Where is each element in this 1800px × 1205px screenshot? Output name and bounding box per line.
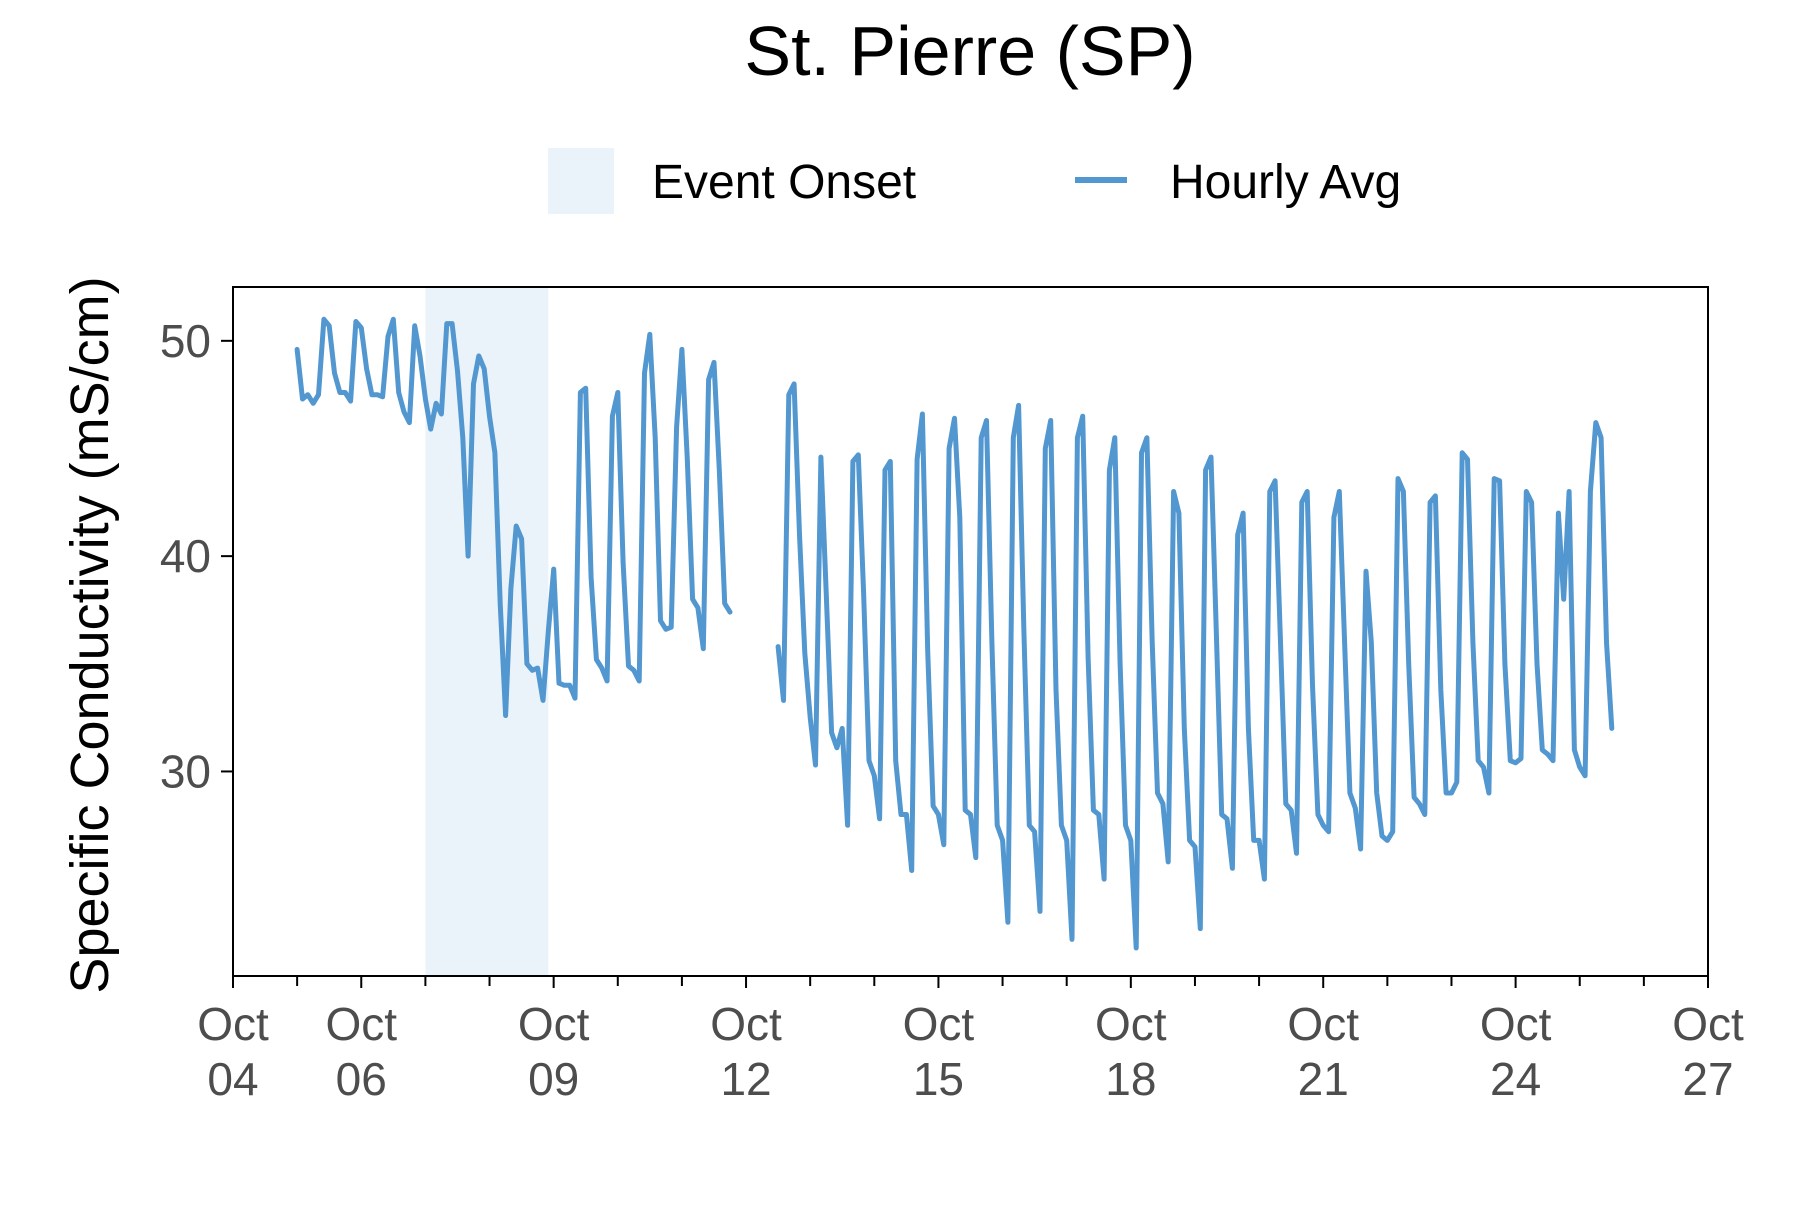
x-tick-label-month: Oct (1095, 998, 1167, 1050)
chart-title: St. Pierre (SP) (744, 12, 1195, 90)
x-tick-label-day: 24 (1490, 1053, 1541, 1105)
series-line-hourly-avg-segment-1 (294, 316, 733, 718)
x-tick-label-day: 21 (1298, 1053, 1349, 1105)
x-tick-label-day: 04 (207, 1053, 258, 1105)
y-axis-label: Specific Conductivity (mS/cm) (60, 276, 120, 993)
x-tick-label-month: Oct (518, 998, 590, 1050)
x-tick-label-month: Oct (1672, 998, 1744, 1050)
x-tick-label-month: Oct (903, 998, 975, 1050)
x-tick-label-day: 06 (336, 1053, 387, 1105)
y-tick-label: 50 (160, 315, 211, 367)
x-tick-label-day: 27 (1682, 1053, 1733, 1105)
x-tick-label-day: 12 (720, 1053, 771, 1105)
plot-border (232, 286, 1709, 977)
legend-key-event-onset (548, 148, 614, 214)
x-tick-label-month: Oct (1287, 998, 1359, 1050)
x-tick-label-month: Oct (325, 998, 397, 1050)
legend-label: Hourly Avg (1170, 156, 1401, 209)
y-tick-label: 30 (160, 745, 211, 797)
y-tick-label: 40 (160, 530, 211, 582)
legend-label: Event Onset (652, 156, 916, 209)
legend: Event Onset Hourly Avg (548, 148, 1401, 214)
y-axis: 30 40 50 (160, 315, 233, 797)
x-tick-label-day: 18 (1105, 1053, 1156, 1105)
x-tick-label-month: Oct (1480, 998, 1552, 1050)
x-tick-label-month: Oct (710, 998, 782, 1050)
x-tick-label-day: 09 (528, 1053, 579, 1105)
x-tick-label-month: Oct (197, 998, 269, 1050)
plot-area (232, 286, 1709, 977)
x-axis: Oct04Oct06Oct09Oct12Oct15Oct18Oct21Oct24… (197, 976, 1744, 1105)
series-line-hourly-avg-segment-2 (775, 381, 1615, 951)
x-tick-label-day: 15 (913, 1053, 964, 1105)
